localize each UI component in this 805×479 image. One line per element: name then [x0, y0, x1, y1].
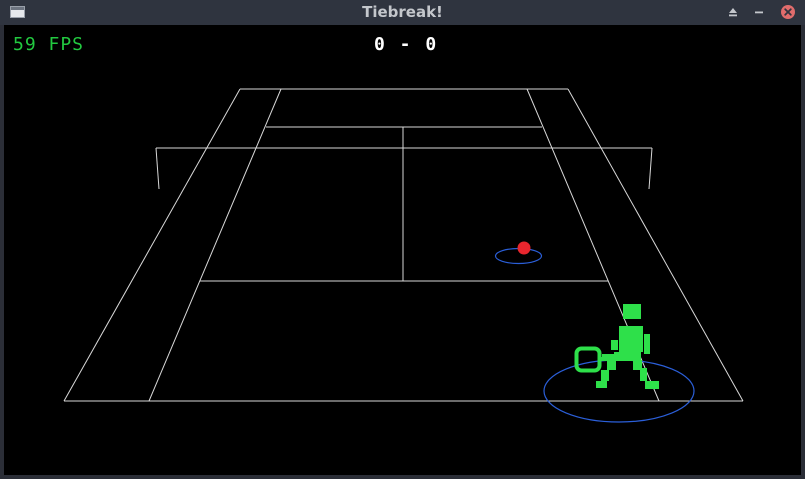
player-leg-left-upper [607, 360, 616, 370]
player-arm-right [644, 334, 650, 354]
player-wrist [602, 354, 614, 361]
title-bar[interactable]: Tiebreak! [0, 0, 805, 25]
tennis-court-scene [63, 88, 744, 423]
fps-counter: 59 FPS [13, 34, 85, 55]
player-torso [619, 326, 643, 352]
player-sprite [574, 304, 659, 389]
player-foot-left [596, 381, 607, 388]
net-post-left [155, 147, 160, 190]
player-head [623, 304, 641, 319]
eject-triangle-icon[interactable] [725, 4, 741, 20]
doubles-sideline-right [567, 88, 744, 402]
minimize-dash-icon[interactable] [751, 4, 767, 20]
singles-sideline-left [148, 88, 282, 402]
doubles-sideline-left [63, 88, 241, 402]
close-x-icon[interactable] [780, 4, 796, 20]
player-leg-right-lower [640, 368, 647, 381]
racket-handle [598, 357, 606, 361]
player-shadow [543, 359, 695, 423]
match-score: 0 - 0 [374, 34, 439, 55]
player-leg-left-lower [601, 370, 609, 381]
player-foot-right [645, 381, 659, 389]
tennis-ball [517, 241, 531, 255]
racket-frame [574, 346, 602, 373]
game-viewport[interactable]: 59 FPS 0 - 0 [4, 25, 801, 475]
window-title: Tiebreak! [362, 3, 443, 21]
player-leg-right-upper [633, 360, 642, 370]
player-arm-left [611, 340, 618, 350]
net-post-right [648, 147, 653, 190]
window-app-icon[interactable] [10, 6, 25, 18]
court-lines [63, 88, 744, 402]
player-hip [614, 352, 641, 361]
